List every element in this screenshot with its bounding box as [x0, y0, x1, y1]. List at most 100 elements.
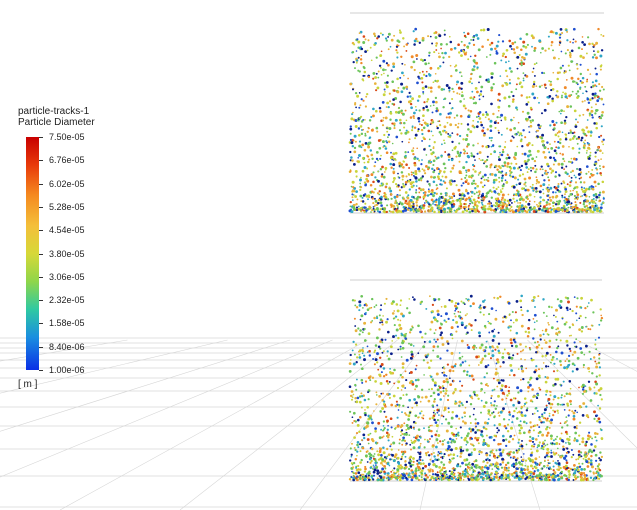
particle — [491, 389, 494, 392]
particle — [562, 157, 565, 160]
particle — [485, 158, 489, 162]
particle — [400, 312, 404, 316]
particle — [482, 126, 485, 129]
particle — [546, 189, 550, 193]
particle — [435, 109, 438, 113]
particle — [459, 311, 462, 314]
particle — [527, 471, 531, 474]
particle — [373, 82, 377, 85]
particle — [533, 313, 537, 317]
particle — [518, 174, 522, 177]
particle — [509, 329, 512, 332]
particle — [488, 136, 491, 140]
particle — [379, 308, 382, 311]
particle — [400, 186, 403, 189]
particle — [367, 391, 370, 394]
particle — [571, 323, 574, 326]
particle — [582, 190, 585, 193]
particle — [407, 77, 409, 80]
particle — [439, 322, 442, 325]
particle — [354, 102, 357, 105]
particle — [373, 466, 375, 468]
particle — [511, 438, 515, 441]
particle — [449, 383, 453, 387]
particle — [454, 307, 458, 311]
particle — [371, 467, 374, 470]
particle — [373, 209, 375, 211]
particle — [518, 429, 521, 432]
particle — [485, 179, 488, 181]
particle — [350, 208, 352, 211]
particle — [593, 53, 596, 56]
particle — [591, 114, 594, 117]
particle — [482, 306, 486, 309]
particle — [464, 326, 467, 329]
particle — [440, 155, 443, 158]
particle — [541, 347, 543, 350]
particle — [406, 202, 409, 205]
particle — [468, 204, 470, 207]
particle — [530, 169, 533, 172]
particle — [383, 88, 386, 91]
particle — [404, 199, 408, 203]
particle — [573, 187, 576, 190]
particle — [442, 415, 445, 418]
particle — [528, 149, 532, 153]
particle — [438, 410, 440, 412]
particle — [594, 432, 597, 435]
particle — [517, 77, 520, 80]
particle — [602, 143, 605, 146]
particle — [505, 172, 508, 174]
particle — [548, 323, 550, 326]
particle — [492, 112, 495, 116]
particle — [371, 376, 375, 379]
particle — [476, 438, 479, 442]
particle — [518, 423, 521, 427]
particle — [538, 464, 541, 466]
particle — [537, 444, 541, 448]
particle — [404, 63, 406, 66]
particle — [546, 464, 549, 467]
particle — [409, 328, 413, 331]
particle — [591, 42, 594, 45]
particle — [472, 205, 475, 208]
particle — [417, 116, 421, 120]
particle — [497, 92, 501, 96]
particle — [445, 187, 448, 190]
particle — [452, 453, 456, 457]
particle — [435, 42, 438, 45]
particle — [442, 210, 444, 213]
particle — [420, 179, 423, 182]
particle — [374, 358, 378, 362]
particle — [446, 447, 450, 451]
particle — [495, 202, 499, 205]
particle — [433, 210, 436, 214]
particle — [548, 402, 551, 405]
particle — [396, 468, 400, 472]
particle — [558, 36, 562, 39]
particle — [409, 465, 413, 468]
particle — [511, 415, 515, 418]
particle — [453, 440, 457, 444]
particle — [489, 322, 492, 325]
particle — [430, 320, 434, 324]
particle — [530, 444, 534, 448]
particle — [542, 311, 545, 314]
particle — [527, 209, 530, 211]
particle — [598, 457, 601, 460]
particle — [455, 83, 458, 86]
particle — [419, 436, 422, 439]
particle — [499, 206, 502, 210]
particle — [501, 187, 504, 190]
particle — [479, 90, 483, 93]
particle — [553, 123, 556, 127]
particle — [421, 467, 425, 470]
particle — [468, 207, 472, 211]
particle — [421, 396, 424, 399]
particle — [422, 114, 425, 118]
particle — [599, 451, 602, 454]
particle — [560, 109, 563, 112]
particle — [444, 131, 448, 134]
particle — [586, 207, 590, 211]
